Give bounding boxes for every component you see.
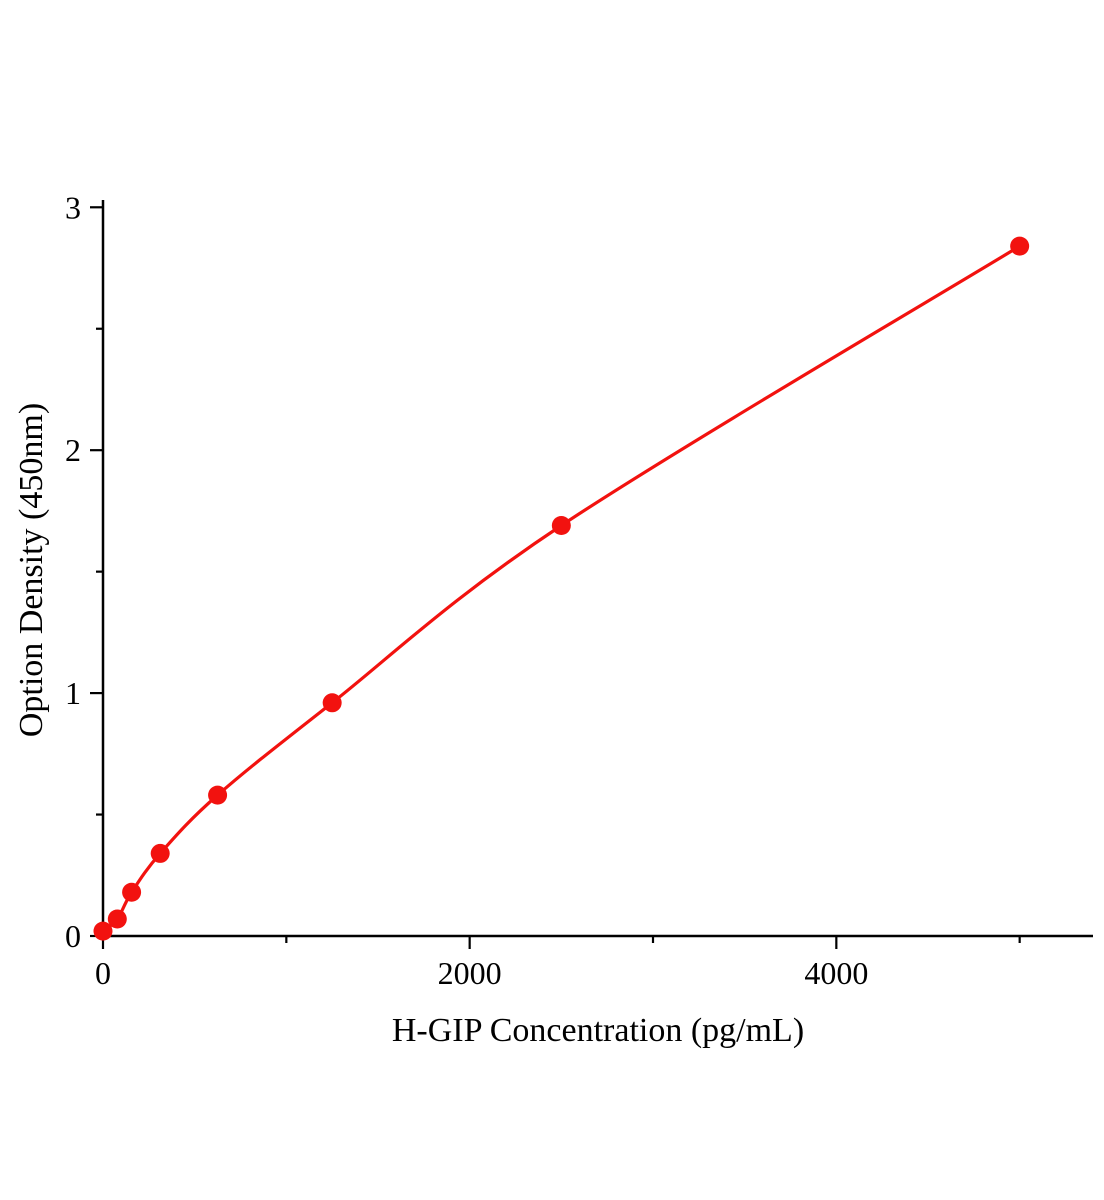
y-axis-label: Option Density (450nm) [13, 402, 50, 738]
data-point [107, 909, 127, 929]
y-tick-label: 3 [65, 189, 81, 225]
y-tick-label: 2 [65, 432, 81, 468]
data-point [551, 515, 571, 535]
y-tick-label: 0 [65, 918, 81, 954]
data-point [122, 882, 142, 902]
x-tick-label: 4000 [804, 955, 868, 991]
x-tick-label: 2000 [438, 955, 502, 991]
y-tick-label: 1 [65, 675, 81, 711]
data-curve [101, 244, 1022, 933]
x-tick-label: 0 [95, 955, 111, 991]
x-axis-label: H-GIP Concentration (pg/mL) [391, 1012, 805, 1049]
data-point [322, 693, 342, 713]
data-point [93, 921, 113, 941]
data-point [150, 843, 170, 863]
data-point [208, 785, 228, 805]
data-point [1010, 236, 1030, 256]
